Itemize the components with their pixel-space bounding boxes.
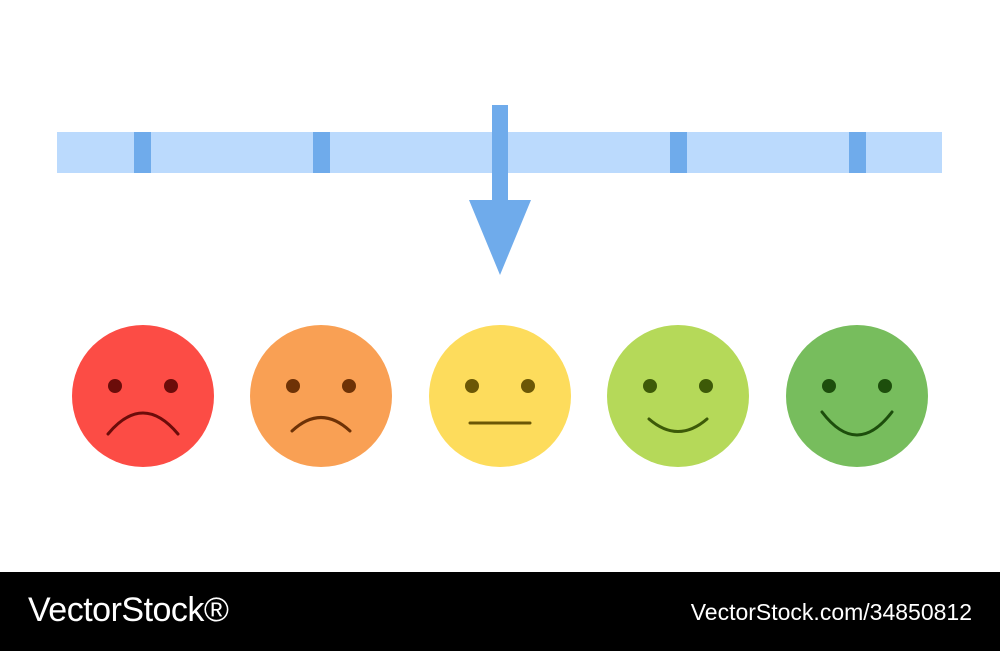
image-id-label: VectorStock.com/34850812 <box>690 599 972 625</box>
face-happy-icon <box>607 325 749 467</box>
vectorstock-logo: VectorStock® <box>28 591 229 629</box>
face-very-sad-icon <box>72 325 214 467</box>
face-very-happy-icon <box>786 325 928 467</box>
face-sad-icon <box>250 325 392 467</box>
watermark-footer: VectorStock® VectorStock.com/34850812 <box>0 572 1000 651</box>
track-marker-2 <box>313 132 330 173</box>
track-marker-4 <box>670 132 687 173</box>
track-marker-5 <box>849 132 866 173</box>
track-marker-1 <box>134 132 151 173</box>
rating-scale-graphic <box>57 105 942 467</box>
arrow-down-icon <box>469 105 531 275</box>
face-neutral-icon <box>429 325 571 467</box>
